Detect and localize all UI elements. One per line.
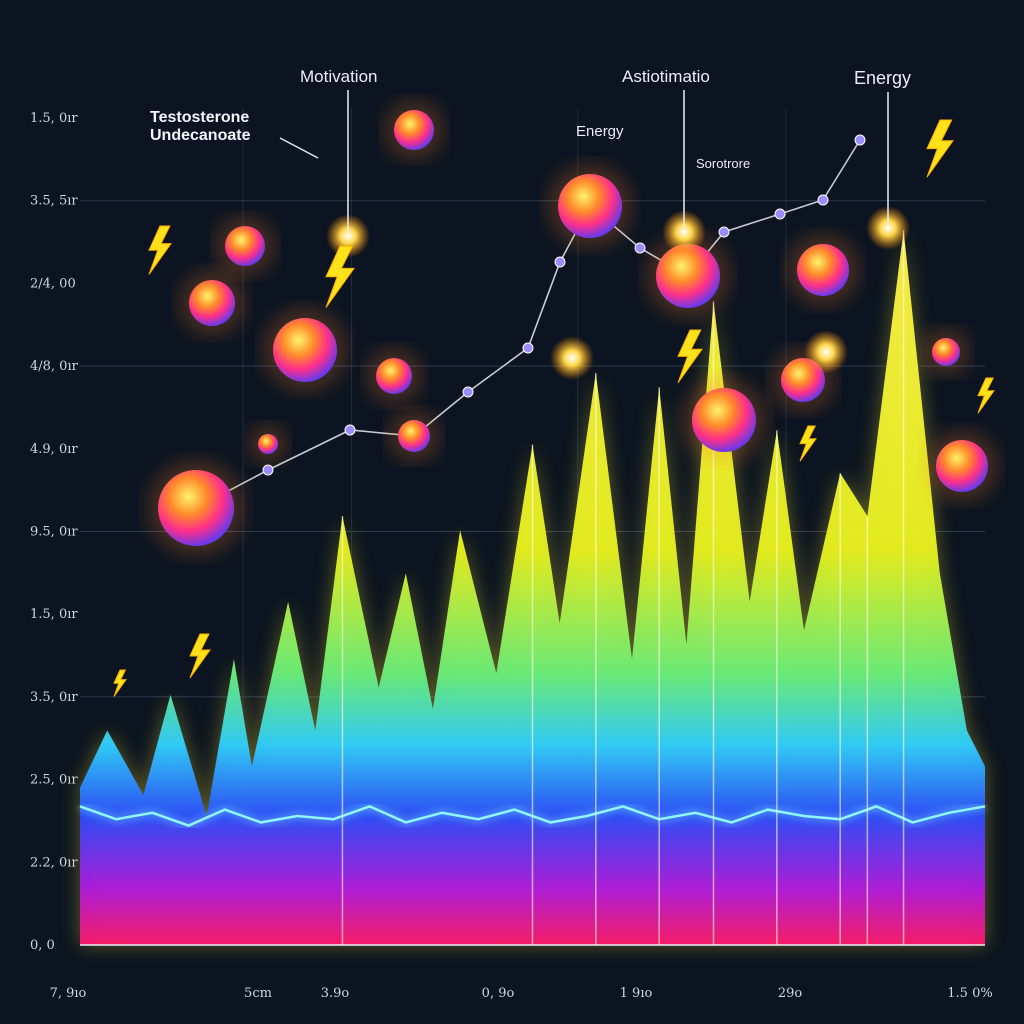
annotation-astiotimatio: Astiotimatio: [622, 67, 710, 86]
annotation-energy-mid: Energy: [576, 123, 624, 140]
decorative-molecules: [113, 100, 998, 697]
sphere: [376, 358, 412, 394]
sphere: [398, 420, 430, 452]
lightning-bolt-icon: [189, 633, 211, 679]
x-tick-label: 5cm: [244, 986, 272, 1001]
molecule-node: [344, 424, 356, 436]
molecule-node: [774, 208, 786, 220]
glow-star: [326, 214, 370, 258]
molecule-node: [262, 464, 274, 476]
annotation-testosterone-line: Undecanoate: [150, 127, 251, 144]
lightning-bolt-icon: [799, 425, 817, 462]
y-tick-label: 4/8, 0ır: [30, 359, 79, 374]
molecule-node: [462, 386, 474, 398]
y-tick-label: 3.5, 0ır: [30, 690, 78, 705]
lightning-bolt-icon: [977, 377, 995, 414]
molecule-node: [817, 194, 829, 206]
sphere: [158, 470, 234, 546]
glow-star: [866, 206, 910, 250]
annotation-energy-top: Energy: [854, 68, 911, 88]
y-axis: 1.5, 0ır 3.5, 5ır 2/4, 00 4/8, 0ır 4.9, 0ır 9…: [30, 111, 79, 953]
x-axis: 7, 9ıo 5cm 3.9o 0, 9o 1 9ıo 29o 1.5 0%: [50, 986, 993, 1001]
sphere: [656, 244, 720, 308]
molecule-node: [634, 242, 646, 254]
x-tick-label: 1 9ıo: [620, 986, 653, 1001]
molecule-node: [522, 342, 534, 354]
annotation-testosterone-line: Testosterone: [150, 109, 249, 126]
sphere: [692, 388, 756, 452]
y-tick-label: 2/4, 00: [30, 276, 76, 291]
glow-star: [804, 330, 848, 374]
x-tick-label: 29o: [778, 986, 803, 1001]
sphere: [936, 440, 988, 492]
sphere: [558, 174, 622, 238]
x-tick-label: 0, 9o: [482, 986, 515, 1001]
annotation-motivation: Motivation: [300, 67, 377, 86]
lightning-bolt-icon: [148, 225, 172, 275]
x-tick-label: 1.5 0%: [947, 986, 992, 1001]
sphere: [189, 280, 235, 326]
sphere: [394, 110, 434, 150]
lightning-bolt-icon: [926, 119, 954, 178]
annotation-sorotrore: Sorotrore: [696, 156, 750, 171]
y-tick-label: 1.5, 0ır: [30, 607, 78, 622]
x-tick-label: 3.9o: [321, 986, 350, 1001]
sphere: [258, 434, 278, 454]
sphere: [225, 226, 265, 266]
y-tick-label: 2.2, 0ır: [30, 855, 78, 870]
y-tick-label: 9.5, 0ır: [30, 525, 78, 540]
molecule-node: [854, 134, 866, 146]
sphere: [273, 318, 337, 382]
y-tick-label: 0, 0: [30, 938, 55, 953]
y-tick-label: 2.5, 0ır: [30, 773, 78, 788]
y-tick-label: 3.5, 5ır: [30, 194, 78, 209]
sphere: [932, 338, 960, 366]
sphere: [797, 244, 849, 296]
lightning-bolt-icon: [325, 245, 355, 308]
molecule-node: [554, 256, 566, 268]
annotation-testosterone-line1: Testosterone Undecanoate: [150, 109, 251, 144]
molecule-node: [718, 226, 730, 238]
lightning-bolt-icon: [113, 669, 127, 697]
annotation-testosterone-leader: [279, 137, 319, 159]
y-tick-label: 4.9, 0ır: [30, 442, 78, 457]
glow-star: [662, 210, 706, 254]
y-tick-label: 1.5, 0ır: [30, 111, 78, 126]
glow-star: [550, 336, 594, 380]
x-tick-label: 7, 9ıo: [50, 986, 87, 1001]
series-layer: [78, 230, 986, 945]
lightning-bolt-icon: [677, 329, 703, 384]
